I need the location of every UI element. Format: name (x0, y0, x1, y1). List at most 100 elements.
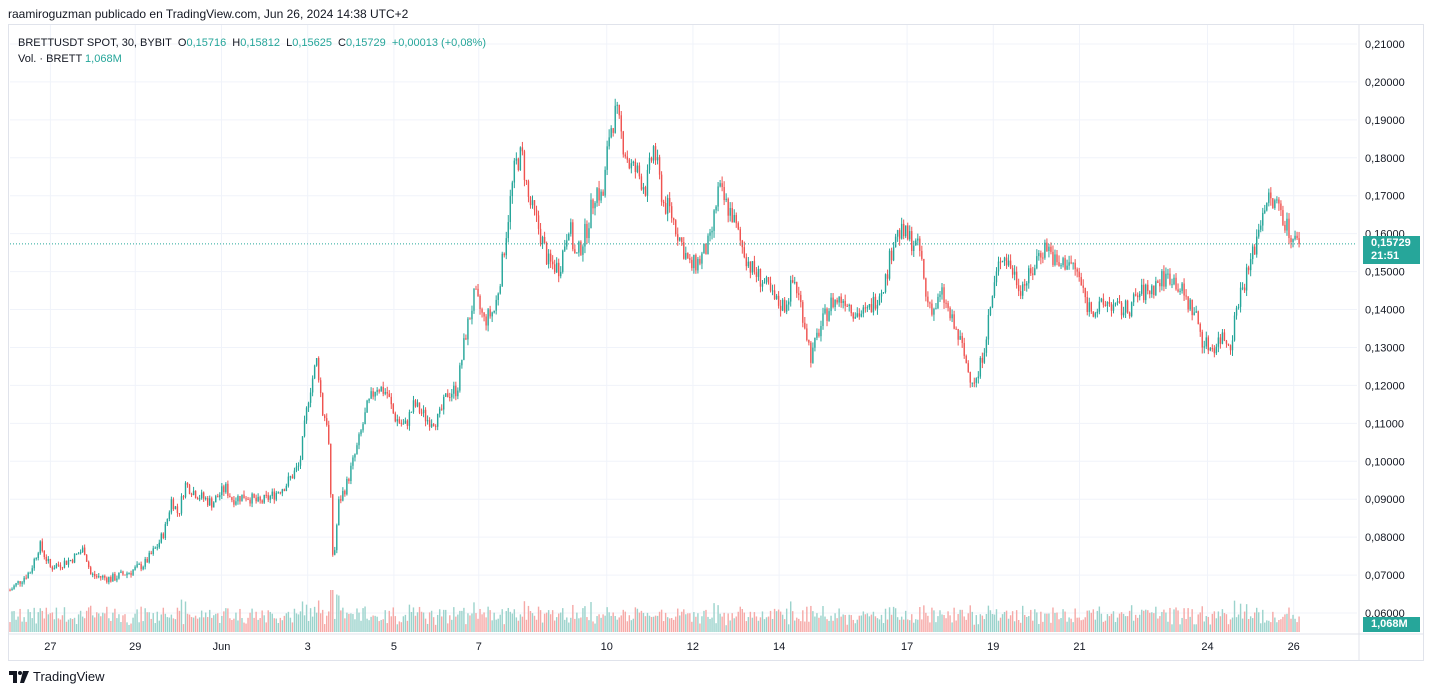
candle-body (493, 310, 495, 313)
candle-body (836, 299, 838, 303)
candle-body (67, 560, 70, 565)
candle-body (947, 303, 949, 308)
volume-bar (792, 611, 794, 632)
volume-bar (1213, 611, 1216, 632)
volume-bar (378, 621, 380, 632)
candle-body (1048, 246, 1050, 251)
candle-body (108, 577, 110, 583)
candle-body (96, 576, 98, 578)
footer-brand[interactable]: TradingView (9, 669, 105, 684)
candle-body (100, 576, 102, 578)
volume-bar (108, 618, 110, 632)
y-tick-label: 0,21000 (1365, 39, 1405, 51)
volume-bar (144, 608, 146, 632)
candle-body (321, 393, 324, 416)
volume-bar (1239, 603, 1242, 632)
candle-body (39, 541, 41, 554)
volume-bar (753, 612, 756, 632)
candle-body (269, 496, 271, 500)
candle-body (1153, 285, 1155, 296)
candle-body (1253, 246, 1256, 255)
volume-bar (311, 616, 314, 632)
candle-body (725, 198, 727, 201)
candle-body (636, 165, 639, 172)
candle-body (1001, 260, 1004, 263)
volume-bar (176, 607, 179, 632)
volume-bar (691, 621, 693, 632)
candle-body (755, 272, 758, 277)
candle-body (477, 288, 479, 296)
volume-bar (1171, 624, 1173, 632)
volume-bar (275, 618, 277, 632)
candle-body (1245, 267, 1248, 291)
candle-body (733, 215, 735, 223)
volume-label[interactable]: Vol. · BRETT (18, 53, 82, 65)
candle-body (531, 200, 534, 206)
candle-body (1290, 238, 1292, 243)
candle-body (874, 296, 877, 309)
volume-bar (818, 617, 820, 632)
candle-body (1038, 253, 1040, 257)
volume-bar (447, 623, 449, 632)
volume-bar (445, 609, 447, 632)
candle-body (1108, 301, 1111, 304)
candle-body (1054, 254, 1056, 265)
candle-body (638, 165, 641, 177)
candle-body (315, 358, 318, 366)
candle-body (459, 365, 461, 391)
publish-attribution: raamiroguzman publicado en TradingView.c… (8, 7, 409, 21)
volume-bar (761, 611, 764, 632)
candle-body (902, 223, 905, 237)
volume-bar (652, 616, 655, 632)
symbol-label[interactable]: BRETTUSDT SPOT, 30, BYBIT (18, 37, 172, 49)
volume-bar (1229, 619, 1232, 632)
candle-body (158, 542, 160, 548)
candle-body (1239, 287, 1242, 307)
volume-bar (537, 606, 540, 632)
volume-bar (1011, 611, 1014, 632)
candle-body (1243, 287, 1246, 291)
candle-body (521, 147, 524, 152)
candle-body (735, 215, 737, 224)
volume-bar (1096, 610, 1099, 632)
volume-bar (432, 617, 435, 632)
candle-body (971, 382, 973, 384)
volume-bar (997, 620, 1000, 632)
volume-bar (13, 611, 15, 632)
candle-body (481, 309, 483, 313)
candle-body (114, 573, 116, 581)
candle-body (245, 498, 247, 500)
candle-body (856, 313, 858, 317)
candle-body (616, 104, 618, 106)
candle-body (94, 573, 96, 577)
candle-body (497, 293, 499, 300)
volume-bar (364, 606, 366, 632)
volume-bar (104, 613, 106, 632)
volume-bar (1155, 606, 1157, 632)
tradingview-logo-icon (9, 670, 29, 683)
volume-bar (1056, 612, 1058, 632)
candle-body (614, 105, 616, 133)
volume-bar (130, 623, 132, 632)
candle-body (687, 253, 689, 259)
candle-body (301, 436, 304, 460)
candle-body (626, 156, 629, 160)
candle-body (816, 332, 818, 338)
volume-bar (156, 611, 158, 632)
candle-body (957, 329, 959, 340)
y-tick-label: 0,14000 (1365, 305, 1405, 317)
candle-body (796, 282, 798, 294)
candle-body (25, 577, 27, 579)
candle-body (1120, 302, 1123, 316)
candle-body (1040, 253, 1042, 258)
candle-body (892, 247, 895, 261)
volume-bar (511, 613, 514, 632)
candle-body (221, 486, 223, 496)
candle-body (779, 305, 782, 311)
volume-row: Vol. · BRETT 1,068M (18, 51, 489, 67)
volume-bar (898, 619, 901, 632)
candle-body (376, 390, 378, 392)
candle-body (1151, 285, 1153, 295)
volume-bar (689, 613, 691, 632)
